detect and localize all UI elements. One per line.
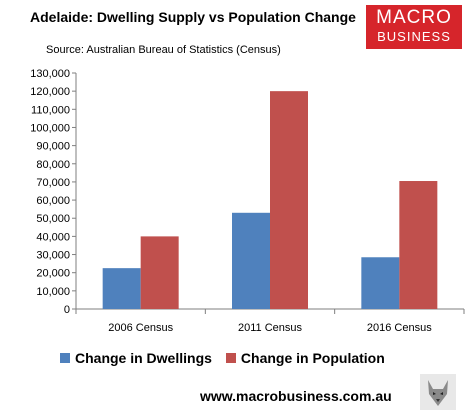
bar-dwellings-2	[361, 257, 400, 309]
legend-label-dwellings: Change in Dwellings	[75, 350, 212, 366]
y-tick-label: 70,000	[36, 177, 70, 189]
y-tick-label: 120,000	[30, 86, 70, 98]
bar-population-1	[270, 91, 308, 310]
footer-url[interactable]: www.macrobusiness.com.au	[200, 388, 392, 404]
legend-item-population: Change in Population	[225, 350, 385, 366]
y-tick-label: 10,000	[36, 286, 70, 298]
bars	[102, 91, 438, 310]
bar-chart: 0 10,000 20,000 30,000 40,000 50,000 60,000 70,…	[30, 68, 465, 334]
y-tick-label: 30,000	[36, 250, 70, 262]
logo-line-1: MACRO	[376, 7, 452, 28]
legend-swatch-population	[225, 353, 236, 363]
legend: Change in Dwellings Change in Population	[60, 347, 399, 369]
y-tick-label: 60,000	[36, 195, 70, 207]
y-tick-label: 130,000	[30, 68, 70, 80]
logo-line-2: BUSINESS	[377, 29, 451, 44]
y-tick-label: 80,000	[36, 159, 70, 171]
y-tick-label: 90,000	[36, 141, 70, 153]
wolf-icon	[420, 374, 456, 410]
y-tick-label: 50,000	[36, 213, 70, 225]
legend-swatch-dwellings	[60, 353, 70, 363]
chart-subtitle: Source: Australian Bureau of Statistics …	[46, 44, 281, 56]
bar-dwellings-0	[102, 268, 141, 309]
y-tick-label: 20,000	[36, 268, 70, 280]
x-tick-label: 2011 Census	[238, 322, 303, 334]
y-tick-label: 0	[64, 304, 70, 316]
bar-dwellings-1	[232, 212, 270, 309]
y-tick-label: 100,000	[30, 122, 70, 134]
y-axis: 0 10,000 20,000 30,000 40,000 50,000 60,000 70,…	[30, 68, 77, 316]
legend-label-population: Change in Population	[240, 350, 385, 366]
y-tick-label: 40,000	[36, 231, 70, 243]
chart-title: Adelaide: Dwelling Supply vs Population …	[30, 9, 356, 25]
x-tick-label: 2006 Census	[108, 322, 173, 334]
x-tick-label: 2016 Census	[367, 322, 432, 334]
bar-population-2	[399, 181, 438, 309]
bar-population-0	[140, 236, 179, 309]
legend-item-dwellings: Change in Dwellings	[60, 350, 212, 366]
x-axis: 2006 Census 2011 Census 2016 Census	[75, 308, 465, 334]
y-tick-label: 110,000	[31, 104, 70, 116]
macrobusiness-logo: MACRO BUSINESS	[366, 5, 462, 49]
